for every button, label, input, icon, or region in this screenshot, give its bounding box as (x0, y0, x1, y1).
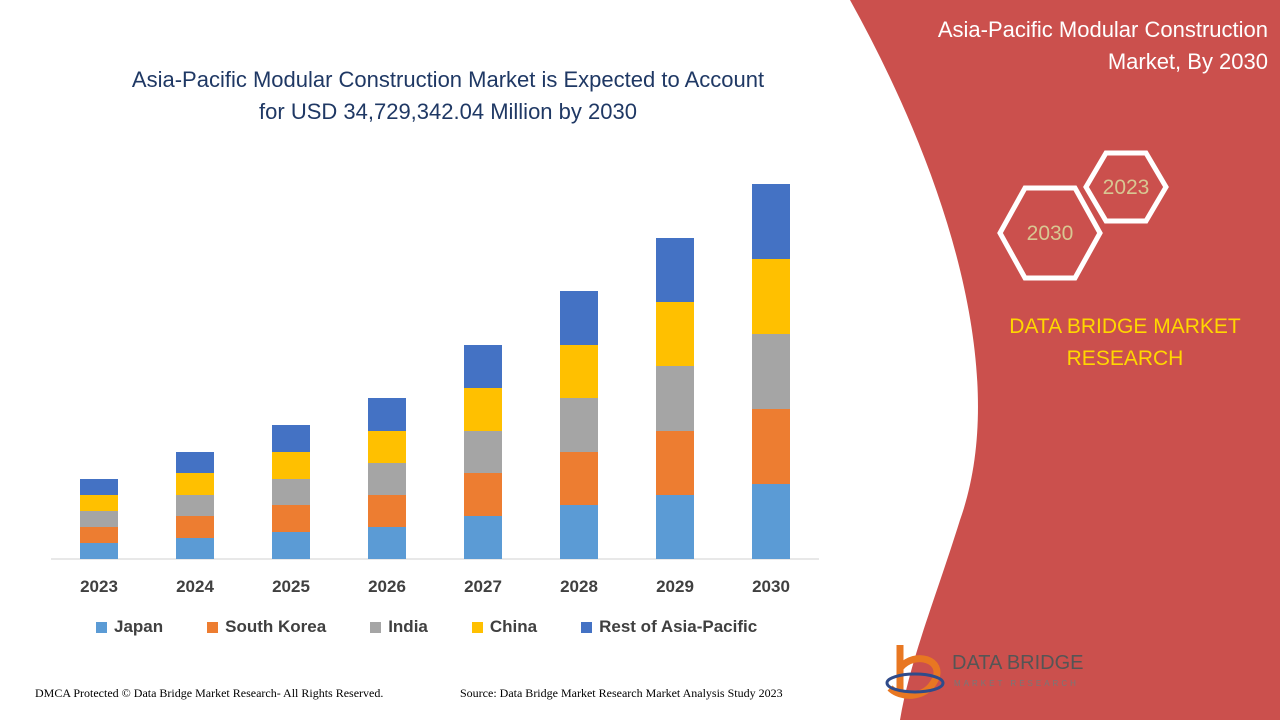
bar-segment (368, 527, 406, 559)
legend-label: India (388, 617, 428, 636)
bar-segment (752, 259, 790, 334)
bar-segment (176, 516, 214, 538)
bar-segment (752, 334, 790, 409)
bar-segment (368, 398, 406, 431)
legend-swatch (96, 621, 107, 633)
chart-title: Asia-Pacific Modular Construction Market… (131, 67, 765, 124)
hexagon (1083, 150, 1169, 224)
logo-ring (885, 672, 945, 694)
bar-segment (752, 484, 790, 559)
bar-segment (656, 238, 694, 302)
legend-label: China (489, 617, 538, 636)
bar-segment (80, 495, 118, 511)
bar-segment (560, 398, 598, 452)
bar-segment (80, 511, 118, 527)
source: Source: Data Bridge Market Research Mark… (460, 686, 783, 700)
bar-segment (176, 495, 214, 516)
bar-segment (368, 495, 406, 527)
bar-segment (656, 366, 694, 431)
x-tick-label: 2025 (272, 577, 310, 596)
bar-segment (80, 527, 118, 543)
x-tick-label: 2023 (80, 577, 118, 596)
bar-segment (560, 345, 598, 398)
bar-segment (176, 538, 214, 559)
logo-mark (887, 645, 941, 699)
badge: 2023 (1103, 176, 1150, 199)
side-panel (850, 0, 1280, 720)
bar-segment (80, 479, 118, 495)
logo-name: DATA BRIDGE (952, 652, 1084, 674)
bar-segment (464, 473, 502, 516)
legend-item: Japan (96, 617, 163, 637)
bar-segment (368, 431, 406, 463)
legend-item: China (471, 617, 538, 637)
x-tick-label: 2030 (752, 577, 790, 596)
x-tick-label: 2024 (176, 577, 214, 596)
bar-segment (272, 479, 310, 505)
legend-swatch (207, 621, 219, 633)
x-tick-label: 2028 (560, 577, 598, 596)
panel-title: Asia-Pacific Modular Construction Market… (937, 17, 1268, 74)
x-tick-label: 2027 (464, 577, 502, 596)
hexagon (997, 185, 1103, 281)
legend: Japan South Korea India China Rest of Asia-P… (96, 617, 801, 637)
badge: 2030 (1027, 222, 1074, 245)
x-tick-label: 2026 (368, 577, 406, 596)
bar-segment (464, 516, 502, 559)
legend-item: South Korea (207, 617, 326, 637)
bar-segment (560, 291, 598, 345)
legend-swatch (581, 621, 593, 633)
legend-swatch (370, 621, 382, 633)
legend-item: Rest of Asia-Pacific (581, 617, 757, 637)
bar-segment (272, 452, 310, 479)
legend-swatch (471, 621, 483, 633)
bar-segment (752, 184, 790, 259)
logo: DATA BRIDGE MARKET RESEARCH (885, 645, 1084, 699)
legend-label: Japan (114, 617, 164, 636)
brand: DATA BRIDGE MARKET RESEARCH (1009, 315, 1241, 370)
legend-label: South Korea (225, 617, 327, 636)
bar-segment (176, 473, 214, 495)
legend-item: India (370, 617, 428, 637)
bar-segment (176, 452, 214, 473)
bar-segment (80, 543, 118, 559)
bar-segment (464, 431, 502, 473)
bar-segment (272, 425, 310, 452)
bar-segment (656, 431, 694, 495)
legend-label: Rest of Asia-Pacific (599, 617, 758, 636)
bar-segment (752, 409, 790, 484)
bar-segment (464, 388, 502, 431)
bar-segment (272, 532, 310, 559)
x-tick-label: 2029 (656, 577, 694, 596)
copyright: DMCA Protected © Data Bridge Market Rese… (35, 686, 384, 700)
bar-segment (368, 463, 406, 495)
bar-segment (560, 452, 598, 505)
bar-segment (464, 345, 502, 388)
bar-segment (272, 505, 310, 532)
bar-segment (560, 505, 598, 559)
bar-segment (656, 495, 694, 559)
bar-segment (656, 302, 694, 366)
logo-tagline: MARKET RESEARCH (954, 679, 1079, 688)
